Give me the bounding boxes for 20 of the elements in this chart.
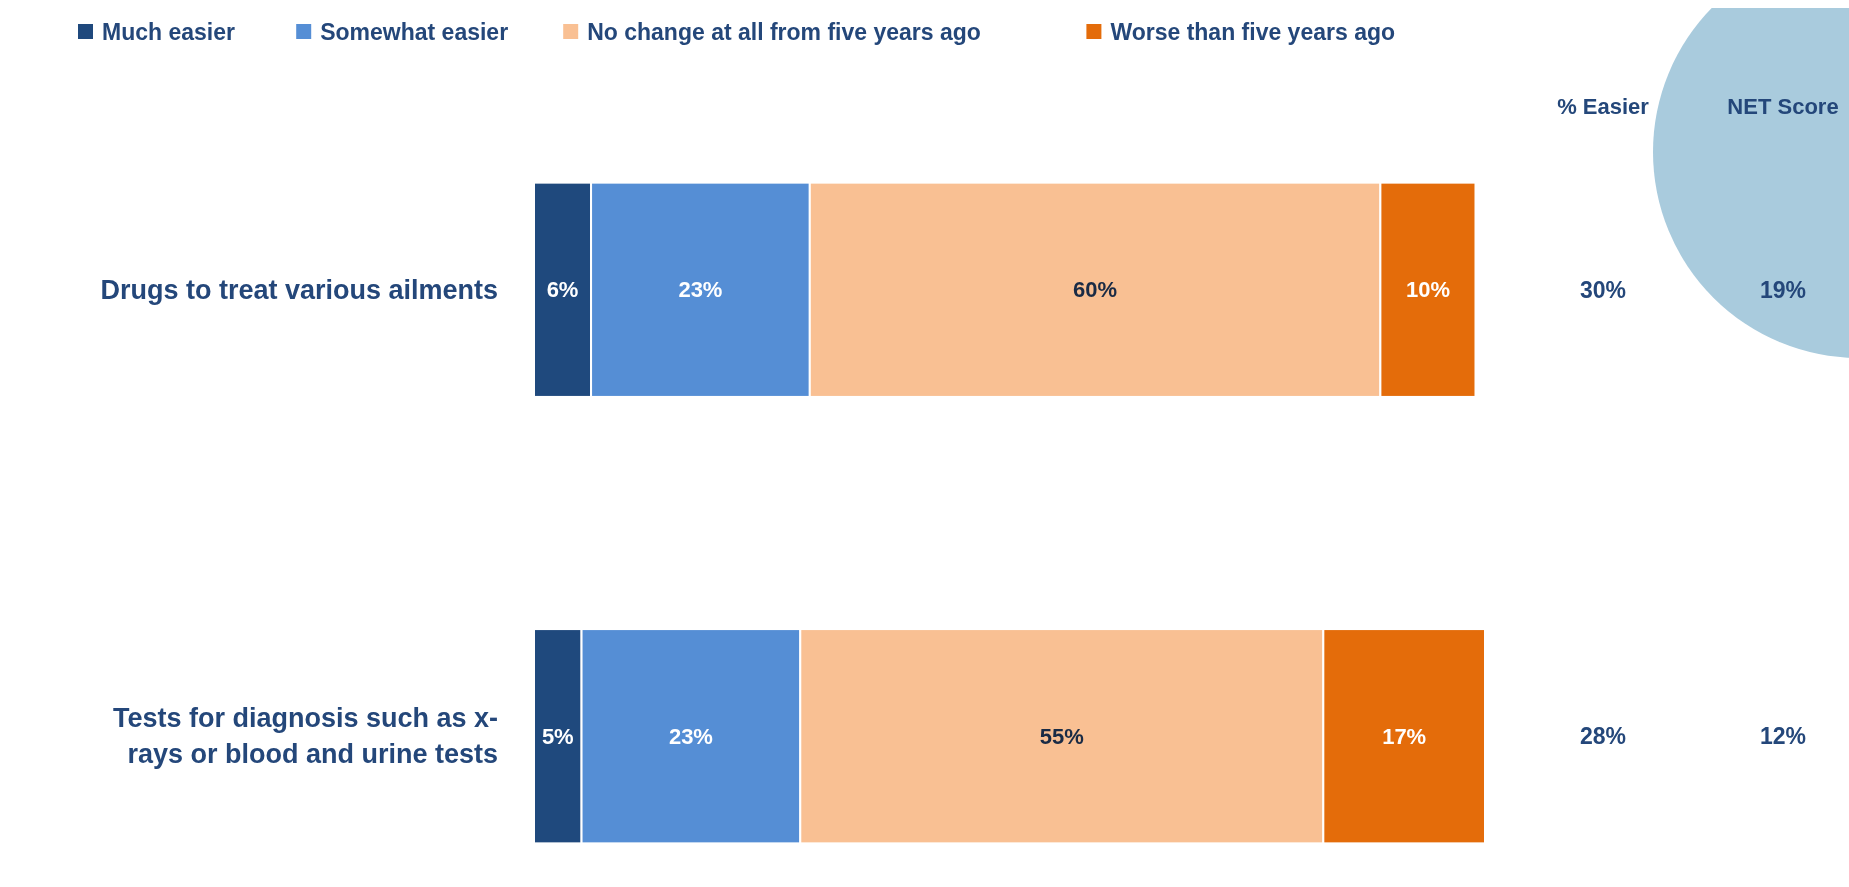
legend-label: No change at all from five years ago — [587, 19, 981, 45]
data-label: 23% — [678, 277, 723, 303]
y-tick-label: Drugs to treat various ailments — [100, 274, 498, 305]
text: NET Score — [1727, 93, 1839, 119]
text: % Easier — [1557, 93, 1650, 119]
data-label: 17% — [1382, 723, 1427, 749]
text: 28% — [1579, 723, 1627, 750]
data-label: 55% — [1039, 723, 1084, 749]
data-label: 5% — [541, 723, 574, 749]
legend-label: Somewhat easier — [320, 19, 509, 45]
legend-label: Worse than five years ago — [1110, 19, 1396, 45]
legend-label: Much easier — [102, 19, 235, 45]
data-label: 60% — [1073, 277, 1118, 303]
data-label: 6% — [546, 277, 579, 303]
text: 12% — [1759, 723, 1807, 750]
text: 19% — [1759, 276, 1807, 303]
text: 30% — [1579, 276, 1627, 303]
data-label: 10% — [1405, 277, 1450, 303]
y-tick-label: Tests for diagnosis such as x-rays or blood and urine tests — [112, 703, 498, 770]
data-label: 23% — [668, 723, 713, 749]
